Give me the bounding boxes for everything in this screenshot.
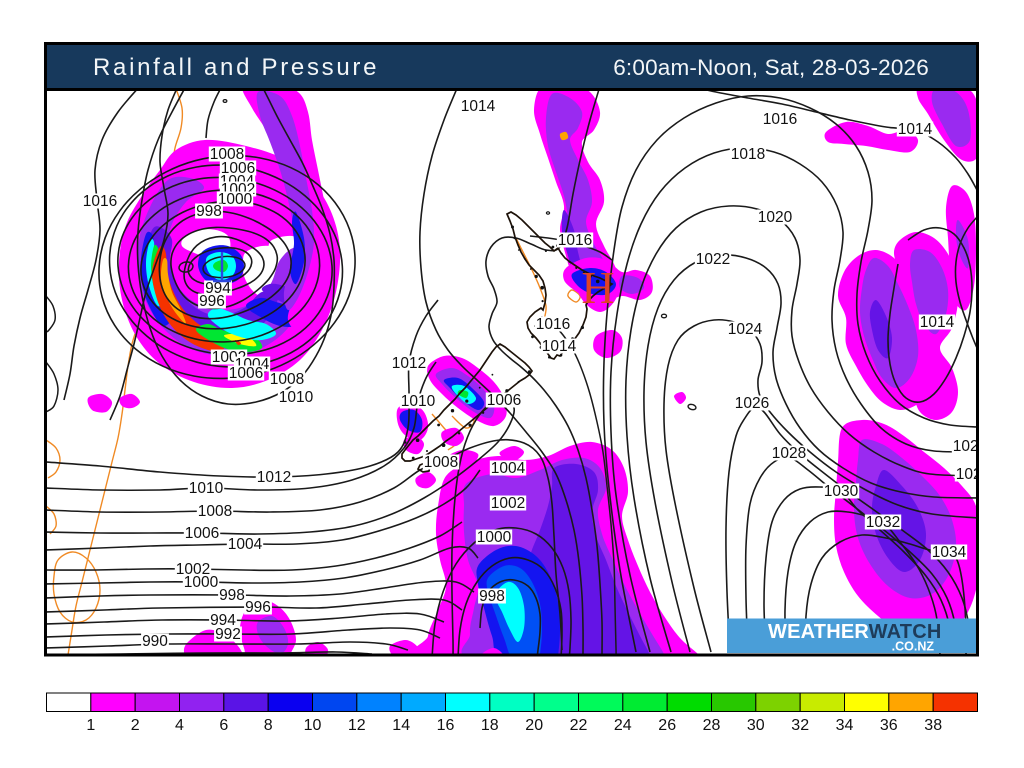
svg-text:1016: 1016 xyxy=(83,193,117,210)
svg-text:22: 22 xyxy=(570,717,588,734)
svg-text:1024: 1024 xyxy=(728,321,763,338)
svg-text:990: 990 xyxy=(142,633,168,650)
svg-text:1008: 1008 xyxy=(270,371,304,388)
svg-text:1016: 1016 xyxy=(558,232,592,249)
svg-text:6: 6 xyxy=(219,717,228,734)
svg-text:26: 26 xyxy=(658,717,676,734)
svg-text:1004: 1004 xyxy=(228,536,263,553)
svg-text:20: 20 xyxy=(525,717,543,734)
svg-text:1014: 1014 xyxy=(920,314,955,331)
svg-text:1: 1 xyxy=(86,717,95,734)
svg-text:998: 998 xyxy=(479,588,505,605)
svg-text:1016: 1016 xyxy=(536,316,570,333)
svg-text:1028: 1028 xyxy=(772,445,806,462)
svg-text:2: 2 xyxy=(131,717,140,734)
svg-text:1000: 1000 xyxy=(218,191,253,208)
svg-text:1008: 1008 xyxy=(198,503,232,520)
svg-text:.CO.NZ: .CO.NZ xyxy=(892,640,935,654)
svg-text:1012: 1012 xyxy=(392,355,426,372)
svg-text:1010: 1010 xyxy=(189,480,224,497)
svg-text:1026: 1026 xyxy=(956,466,990,483)
svg-text:28: 28 xyxy=(703,717,721,734)
svg-text:1006: 1006 xyxy=(185,525,219,542)
svg-text:6:00am-Noon, Sat, 28-03-2026: 6:00am-Noon, Sat, 28-03-2026 xyxy=(613,55,929,80)
svg-text:14: 14 xyxy=(392,717,410,734)
svg-text:8: 8 xyxy=(264,717,273,734)
svg-text:994: 994 xyxy=(205,280,231,297)
svg-text:1014: 1014 xyxy=(461,98,496,115)
svg-text:996: 996 xyxy=(199,293,225,310)
svg-text:996: 996 xyxy=(245,599,271,616)
svg-text:1018: 1018 xyxy=(731,146,765,163)
svg-text:1008: 1008 xyxy=(424,454,458,471)
svg-text:1022: 1022 xyxy=(696,251,730,268)
svg-text:1016: 1016 xyxy=(763,111,797,128)
svg-text:1000: 1000 xyxy=(477,529,512,546)
svg-text:1000: 1000 xyxy=(184,574,219,591)
svg-text:36: 36 xyxy=(880,717,898,734)
svg-text:1008: 1008 xyxy=(210,146,244,163)
svg-text:998: 998 xyxy=(196,203,222,220)
svg-text:1030: 1030 xyxy=(824,483,859,500)
svg-text:12: 12 xyxy=(348,717,366,734)
svg-text:1002: 1002 xyxy=(491,495,525,512)
svg-text:1012: 1012 xyxy=(257,469,291,486)
svg-text:992: 992 xyxy=(215,626,241,643)
svg-text:H: H xyxy=(581,262,614,313)
svg-text:4: 4 xyxy=(175,717,184,734)
svg-text:24: 24 xyxy=(614,717,632,734)
svg-text:1004: 1004 xyxy=(491,460,526,477)
svg-text:1002: 1002 xyxy=(176,561,210,578)
svg-text:1034: 1034 xyxy=(932,544,967,561)
svg-text:1024: 1024 xyxy=(953,438,988,455)
svg-text:1020: 1020 xyxy=(758,209,793,226)
svg-text:1032: 1032 xyxy=(866,514,900,531)
svg-text:1006: 1006 xyxy=(229,365,263,382)
svg-text:1014: 1014 xyxy=(542,338,577,355)
svg-text:10: 10 xyxy=(304,717,322,734)
svg-text:1010: 1010 xyxy=(401,393,436,410)
svg-text:Rainfall and Pressure: Rainfall and Pressure xyxy=(93,54,379,81)
svg-text:998: 998 xyxy=(219,587,245,604)
svg-text:32: 32 xyxy=(791,717,809,734)
svg-text:1014: 1014 xyxy=(898,121,933,138)
svg-text:994: 994 xyxy=(210,612,236,629)
svg-text:1026: 1026 xyxy=(735,395,769,412)
svg-text:38: 38 xyxy=(924,717,942,734)
svg-text:34: 34 xyxy=(836,717,854,734)
svg-text:WEATHERWATCH: WEATHERWATCH xyxy=(768,621,942,643)
svg-text:1010: 1010 xyxy=(279,389,314,406)
svg-text:18: 18 xyxy=(481,717,499,734)
svg-text:16: 16 xyxy=(437,717,455,734)
svg-text:1006: 1006 xyxy=(221,160,255,177)
svg-text:30: 30 xyxy=(747,717,765,734)
svg-text:1006: 1006 xyxy=(487,392,521,409)
